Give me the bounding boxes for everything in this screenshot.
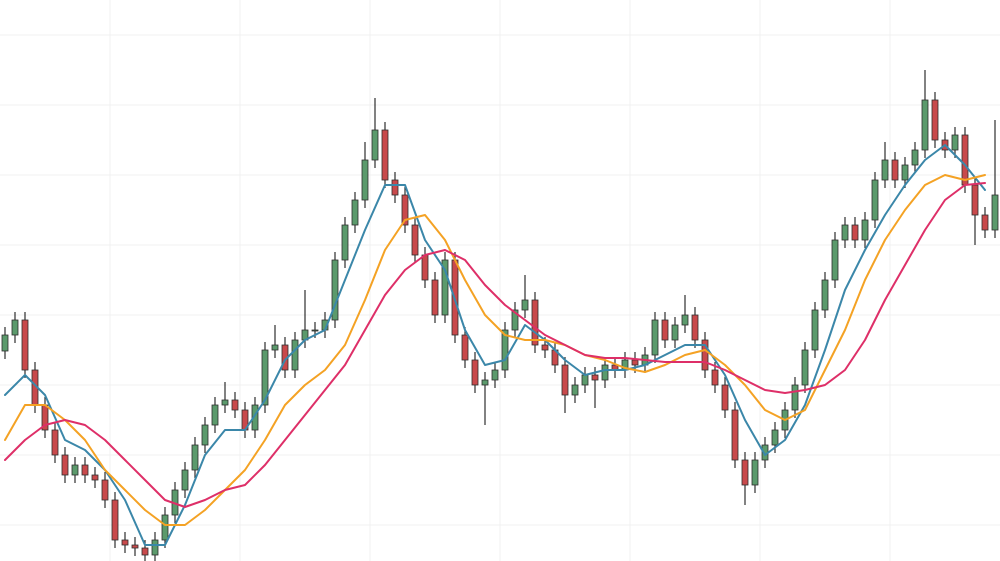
candle-body (991, 194, 999, 231)
candle-body (831, 239, 839, 281)
candle-body (531, 299, 539, 346)
candle-body (11, 319, 19, 336)
candle-body (851, 224, 859, 241)
candle-body (961, 134, 969, 186)
candle-body (691, 314, 699, 341)
candle-body (631, 359, 639, 366)
candle-body (921, 99, 929, 151)
candle-body (1, 334, 9, 352)
candle-body (721, 384, 729, 411)
candle-body (591, 374, 599, 381)
candle-body (731, 409, 739, 461)
candle-body (161, 514, 169, 541)
candle-body (191, 444, 199, 471)
candle-body (91, 474, 99, 481)
moving-average-line (4, 144, 986, 546)
candle-body (861, 219, 869, 241)
candle-body (121, 539, 129, 546)
candle-body (881, 159, 889, 181)
candle-body (141, 547, 149, 556)
candle-body (101, 479, 109, 501)
candle-body (431, 279, 439, 316)
candle-body (421, 254, 429, 281)
candle-body (741, 459, 749, 486)
candle-body (821, 279, 829, 311)
candle-body (951, 134, 959, 151)
candle-body (221, 399, 229, 406)
candle-body (501, 329, 509, 371)
candle-body (571, 384, 579, 396)
candle-body (51, 429, 59, 456)
candle-body (891, 159, 899, 181)
candle-body (211, 404, 219, 426)
candle-body (151, 539, 159, 556)
candle-body (341, 224, 349, 261)
candle-body (771, 429, 779, 446)
candle-body (111, 499, 119, 541)
candle-body (231, 399, 239, 411)
candle-body (661, 319, 669, 341)
candle-body (511, 309, 519, 331)
candle-body (651, 319, 659, 356)
candle-body (261, 349, 269, 406)
candle-body (681, 314, 689, 326)
candle-body (381, 129, 389, 181)
candle-body (701, 339, 709, 371)
candle-body (751, 459, 759, 486)
moving-average-line (4, 182, 986, 508)
candle-body (971, 184, 979, 216)
candle-body (481, 379, 489, 386)
candle-body (411, 224, 419, 256)
candle-body (181, 469, 189, 491)
candle-body (331, 259, 339, 321)
candle-body (61, 454, 69, 476)
candle-body (601, 364, 609, 381)
moving-average-line (4, 174, 986, 526)
candle-body (401, 194, 409, 226)
candle-body (521, 299, 529, 311)
candle-body (581, 374, 589, 386)
candle-body (811, 309, 819, 351)
candle-body (461, 334, 469, 361)
candle-body (201, 424, 209, 446)
candle-body (351, 199, 359, 226)
candle-body (81, 464, 89, 476)
candle-body (491, 369, 499, 381)
candle-body (21, 319, 29, 371)
candle-body (981, 214, 989, 231)
candle-body (391, 179, 399, 196)
candle-body (561, 364, 569, 396)
candle-body (711, 369, 719, 386)
candle-body (911, 149, 919, 166)
candle-body (671, 324, 679, 341)
candle-body (931, 99, 939, 141)
candle-body (801, 349, 809, 386)
candle-body (871, 179, 879, 221)
candle-body (291, 339, 299, 371)
candle-body (901, 164, 909, 181)
candle-body (541, 344, 549, 351)
candle-body (441, 259, 449, 316)
candle-body (371, 129, 379, 161)
candle-body (311, 329, 319, 332)
candle-body (361, 159, 369, 201)
candle-body (71, 464, 79, 476)
candle-body (841, 224, 849, 241)
candle-body (131, 544, 139, 549)
candle-body (791, 384, 799, 411)
candle-body (471, 359, 479, 386)
candle-body (251, 404, 259, 431)
candle-body (271, 344, 279, 351)
